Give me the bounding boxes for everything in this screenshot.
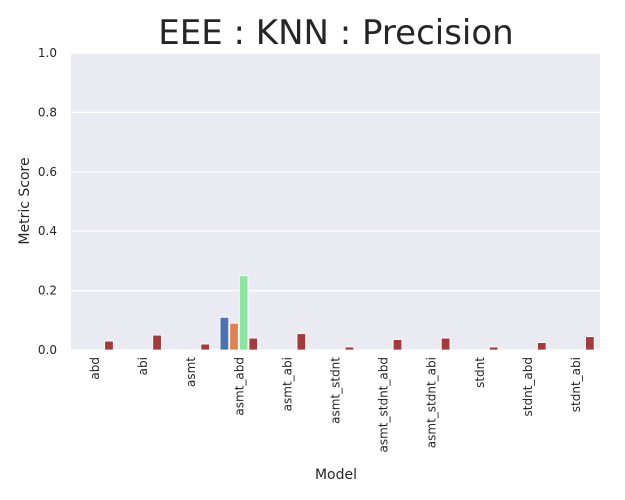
bar-asmt_abd-2 — [238, 275, 249, 351]
x-tick-label: asmt_stdnt_abd — [377, 357, 391, 452]
y-tick-label: 0.0 — [38, 343, 57, 357]
x-tick-label: stdnt — [473, 357, 487, 388]
bars — [104, 275, 595, 351]
plot-background — [71, 53, 600, 350]
x-tick-label: stdnt_abd — [521, 357, 535, 416]
bar-asmt_abd-0 — [219, 316, 230, 351]
x-tick-label: asmt — [184, 357, 198, 387]
x-axis-label: Model — [315, 467, 357, 483]
x-tick-label: asmt_stdnt_abi — [425, 357, 439, 448]
x-tick-label: abi — [136, 357, 150, 375]
bar-asmt_stdnt_abi-3 — [440, 337, 451, 351]
bar-stdnt_abd-3 — [537, 342, 547, 351]
y-tick-labels: 0.0 0.2 0.4 0.6 0.8 1.0 — [38, 46, 57, 357]
bar-asmt_abi-3 — [296, 333, 307, 351]
y-tick-label: 0.8 — [38, 105, 57, 119]
bar-abi-3 — [152, 334, 162, 351]
bar-stdnt-3 — [488, 346, 499, 351]
y-tick-label: 0.6 — [38, 165, 57, 179]
chart-title: EEE : KNN : Precision — [158, 13, 513, 53]
bar-abd-3 — [104, 340, 114, 351]
x-tick-labels: abd abi asmt asmt_abd asmt_abi asmt_stdnt asmt… — [88, 357, 583, 453]
bar-asmt_stdnt_abd-3 — [392, 339, 403, 351]
y-axis-label: Metric Score — [17, 157, 33, 244]
x-tick-label: asmt_abi — [280, 357, 294, 411]
bar-asmt_stdnt-3 — [344, 346, 355, 351]
x-tick-label: asmt_stdnt — [329, 357, 343, 424]
x-tick-label: stdnt_abi — [569, 357, 583, 412]
y-tick-label: 1.0 — [38, 46, 57, 60]
bar-asmt_abd-1 — [229, 322, 239, 351]
y-tick-label: 0.2 — [38, 284, 57, 298]
x-tick-label: asmt_abd — [232, 357, 246, 416]
bar-asmt-3 — [200, 343, 210, 351]
bar-asmt_abd-3 — [248, 337, 258, 351]
y-tick-label: 0.4 — [38, 224, 57, 238]
x-tick-label: abd — [88, 357, 102, 380]
gridlines — [71, 52, 600, 351]
bar-stdnt_abi-3 — [585, 336, 595, 351]
